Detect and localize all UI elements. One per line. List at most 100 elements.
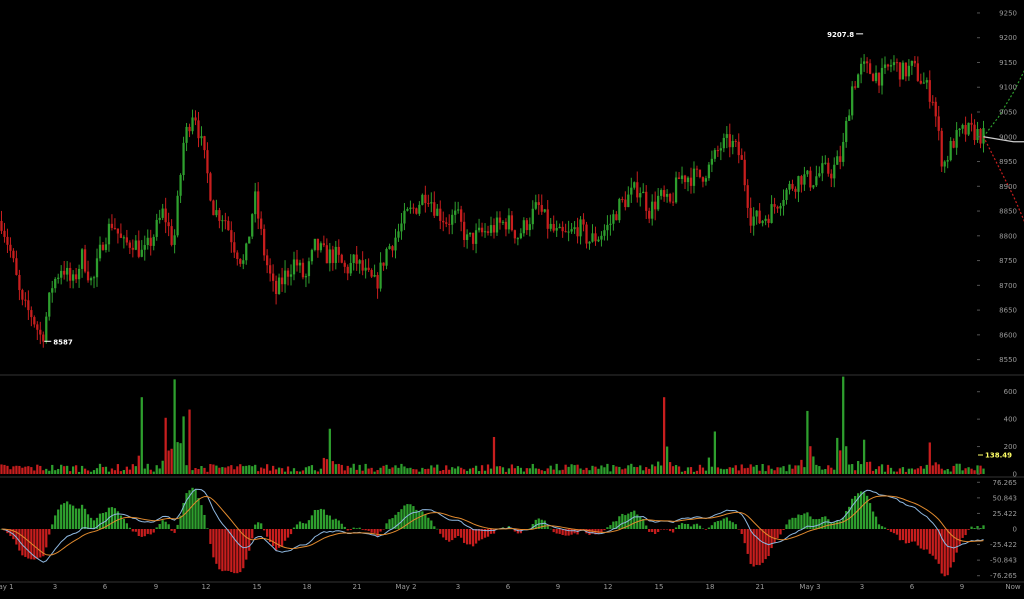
candle-body[interactable] xyxy=(3,230,6,237)
macd-histogram-bar[interactable] xyxy=(167,524,170,529)
candle-body[interactable] xyxy=(746,185,749,208)
macd-histogram-bar[interactable] xyxy=(158,523,161,529)
candle-body[interactable] xyxy=(830,173,833,179)
macd-histogram-bar[interactable] xyxy=(36,529,39,559)
candle-body[interactable] xyxy=(767,218,770,223)
volume-bar[interactable] xyxy=(248,465,251,474)
macd-histogram-bar[interactable] xyxy=(731,522,734,529)
volume-bar[interactable] xyxy=(397,467,400,474)
candle-body[interactable] xyxy=(719,148,722,151)
volume-bar[interactable] xyxy=(71,466,75,474)
volume-bar[interactable] xyxy=(54,470,57,474)
macd-histogram-bar[interactable] xyxy=(904,529,908,544)
price-panel[interactable]: 9207.8 8587 xyxy=(0,31,1024,348)
candle-body[interactable] xyxy=(755,210,758,217)
volume-bar[interactable] xyxy=(552,469,555,474)
macd-histogram-bar[interactable] xyxy=(737,529,740,530)
volume-bar[interactable] xyxy=(758,470,761,474)
volume-bar[interactable] xyxy=(734,465,737,474)
volume-bar[interactable] xyxy=(513,468,517,474)
candle-body[interactable] xyxy=(785,189,788,200)
volume-bar[interactable] xyxy=(51,464,54,474)
volume-bar[interactable] xyxy=(883,471,887,474)
candle-body[interactable] xyxy=(465,234,469,240)
macd-histogram-bar[interactable] xyxy=(492,529,496,534)
volume-bar[interactable] xyxy=(86,470,90,474)
volume-bar[interactable] xyxy=(979,465,982,474)
volume-bar[interactable] xyxy=(791,468,794,474)
volume-bar[interactable] xyxy=(313,470,317,474)
macd-histogram-bar[interactable] xyxy=(612,521,615,529)
candle-body[interactable] xyxy=(540,205,543,212)
candle-body[interactable] xyxy=(797,176,800,192)
candle-body[interactable] xyxy=(955,130,958,148)
candle-body[interactable] xyxy=(573,227,576,230)
candle-body[interactable] xyxy=(325,245,328,264)
macd-histogram-bar[interactable] xyxy=(164,521,167,529)
macd-histogram-bar[interactable] xyxy=(391,518,394,529)
candle-body[interactable] xyxy=(480,227,484,233)
macd-histogram-bar[interactable] xyxy=(552,529,555,533)
macd-histogram-bar[interactable] xyxy=(800,515,803,529)
candle-body[interactable] xyxy=(304,276,308,278)
macd-histogram-bar[interactable] xyxy=(254,524,257,529)
macd-histogram-bar[interactable] xyxy=(940,529,943,574)
volume-bar[interactable] xyxy=(788,464,791,474)
macd-histogram-bar[interactable] xyxy=(394,514,397,529)
volume-bar[interactable] xyxy=(167,450,170,474)
candle-body[interactable] xyxy=(86,271,90,281)
macd-histogram-bar[interactable] xyxy=(334,518,337,529)
volume-bar[interactable] xyxy=(343,470,346,474)
volume-bar[interactable] xyxy=(409,467,412,474)
candle-body[interactable] xyxy=(463,221,466,240)
macd-histogram-bar[interactable] xyxy=(862,492,866,529)
candle-body[interactable] xyxy=(257,191,260,219)
candle-body[interactable] xyxy=(859,63,863,75)
volume-bar[interactable] xyxy=(528,468,531,474)
candle-body[interactable] xyxy=(436,208,439,216)
candle-body[interactable] xyxy=(600,235,603,240)
macd-histogram-bar[interactable] xyxy=(925,529,928,550)
macd-histogram-bar[interactable] xyxy=(101,512,105,529)
candle-body[interactable] xyxy=(316,238,320,251)
candle-body[interactable] xyxy=(409,207,412,210)
macd-histogram-bar[interactable] xyxy=(633,510,636,529)
volume-bar[interactable] xyxy=(239,464,242,474)
macd-histogram-bar[interactable] xyxy=(776,529,779,539)
candle-body[interactable] xyxy=(370,269,373,277)
volume-bar[interactable] xyxy=(842,376,845,474)
volume-bar[interactable] xyxy=(69,471,72,474)
volume-bar[interactable] xyxy=(188,409,191,474)
macd-histogram-bar[interactable] xyxy=(946,529,949,576)
volume-bar[interactable] xyxy=(292,468,296,474)
volume-bar[interactable] xyxy=(749,464,752,474)
volume-bar[interactable] xyxy=(191,470,194,474)
volume-bar[interactable] xyxy=(60,464,63,474)
candle-body[interactable] xyxy=(660,190,663,196)
volume-bar[interactable] xyxy=(797,465,800,474)
macd-histogram-bar[interactable] xyxy=(239,529,242,573)
candle-body[interactable] xyxy=(391,246,394,251)
volume-bar[interactable] xyxy=(895,471,899,474)
candle-body[interactable] xyxy=(519,233,522,239)
macd-histogram-bar[interactable] xyxy=(33,529,36,560)
candle-body[interactable] xyxy=(203,136,206,151)
macd-histogram-bar[interactable] xyxy=(146,529,149,534)
candle-body[interactable] xyxy=(743,159,746,186)
macd-histogram-bar[interactable] xyxy=(310,515,314,529)
macd-histogram-bar[interactable] xyxy=(316,509,320,529)
macd-histogram-bar[interactable] xyxy=(236,529,239,574)
macd-histogram-bar[interactable] xyxy=(895,529,899,535)
candle-body[interactable] xyxy=(215,210,218,216)
volume-bar[interactable] xyxy=(934,462,937,474)
volume-bar[interactable] xyxy=(803,467,806,474)
volume-bar[interactable] xyxy=(48,470,51,474)
candle-body[interactable] xyxy=(531,208,534,225)
macd-histogram-bar[interactable] xyxy=(606,527,609,529)
volume-bar[interactable] xyxy=(940,468,943,474)
volume-bar[interactable] xyxy=(919,466,922,474)
candle-body[interactable] xyxy=(134,240,137,250)
volume-bar[interactable] xyxy=(874,469,878,474)
macd-histogram-bar[interactable] xyxy=(194,489,197,529)
candle-body[interactable] xyxy=(546,209,549,229)
